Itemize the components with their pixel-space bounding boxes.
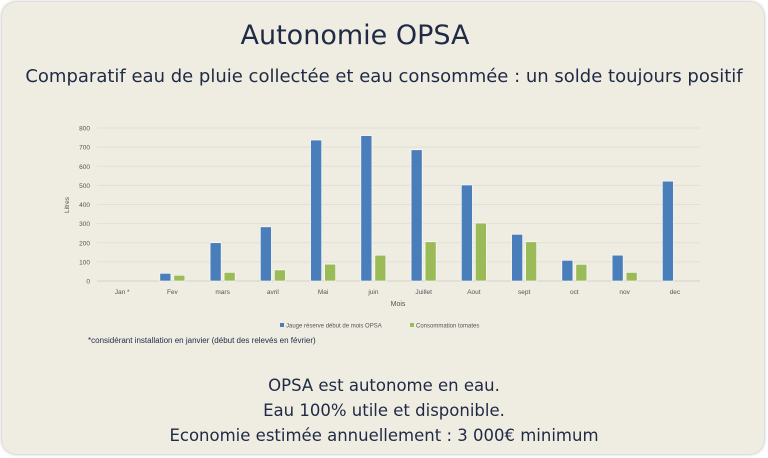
bar-jauge bbox=[159, 273, 172, 282]
slide-card bbox=[2, 2, 764, 454]
y-tick-label: 200 bbox=[79, 240, 90, 247]
bar-jauge bbox=[360, 135, 373, 282]
y-tick-label: 100 bbox=[79, 259, 90, 266]
bar-consommation bbox=[525, 241, 537, 282]
x-tick-label: Fev bbox=[167, 289, 179, 296]
bar-jauge bbox=[209, 242, 222, 282]
x-tick-label: avril bbox=[267, 289, 279, 296]
bar-consommation bbox=[274, 269, 286, 282]
footnote: *considérant installation en janvier (dé… bbox=[88, 336, 316, 345]
x-tick-label: sept bbox=[518, 289, 530, 296]
conclusion-line-2: Eau 100% utile et disponible. bbox=[263, 401, 505, 420]
bar-jauge bbox=[310, 139, 322, 282]
x-tick-label: nov bbox=[619, 289, 630, 296]
bar-jauge bbox=[511, 234, 523, 282]
x-tick-label: juin bbox=[367, 289, 379, 296]
legend-swatch bbox=[280, 323, 284, 327]
bar-jauge bbox=[662, 180, 674, 282]
y-tick-label: 300 bbox=[79, 221, 90, 228]
bar-jauge bbox=[260, 226, 272, 282]
bar-jauge bbox=[561, 260, 574, 282]
slide-subtitle: Comparatif eau de pluie collectée et eau… bbox=[25, 66, 743, 87]
y-tick-label: 400 bbox=[79, 202, 90, 209]
conclusion-line-3: Economie estimée annuellement : 3 000€ m… bbox=[169, 426, 599, 445]
x-tick-label: Mai bbox=[318, 289, 328, 296]
y-tick-label: 0 bbox=[86, 279, 90, 286]
bar-consommation bbox=[625, 272, 638, 282]
y-tick-label: 500 bbox=[79, 183, 90, 190]
conclusion-line-1: OPSA est autonome en eau. bbox=[268, 376, 500, 395]
bar-jauge bbox=[611, 254, 624, 282]
bar-consommation bbox=[374, 254, 387, 282]
bar-jauge bbox=[410, 149, 423, 282]
legend-swatch bbox=[410, 323, 414, 327]
x-tick-label: Juillet bbox=[415, 289, 432, 296]
y-tick-label: 600 bbox=[79, 164, 90, 171]
x-tick-label: dec bbox=[670, 289, 681, 296]
bar-consommation bbox=[223, 272, 236, 282]
x-axis-label: Mois bbox=[391, 301, 406, 308]
slide-title: Autonomie OPSA bbox=[240, 20, 470, 51]
legend-label: Jauge réserve début de mois OPSA bbox=[286, 324, 382, 330]
x-tick-label: oct bbox=[570, 289, 579, 296]
bar-consommation bbox=[475, 222, 487, 282]
y-tick-label: 700 bbox=[79, 145, 90, 152]
y-tick-label: 800 bbox=[79, 126, 90, 133]
x-tick-label: mars bbox=[215, 289, 230, 296]
bar-consommation bbox=[424, 241, 437, 282]
legend-label: Consommation tomates bbox=[416, 324, 479, 330]
y-axis-label: Litres bbox=[64, 196, 71, 213]
bar-consommation bbox=[324, 263, 336, 282]
x-tick-label: Aout bbox=[467, 289, 481, 296]
bar-consommation bbox=[575, 264, 588, 282]
bar-jauge bbox=[461, 184, 473, 282]
bar-consommation bbox=[173, 274, 186, 282]
x-tick-label: Jan * bbox=[115, 289, 130, 296]
